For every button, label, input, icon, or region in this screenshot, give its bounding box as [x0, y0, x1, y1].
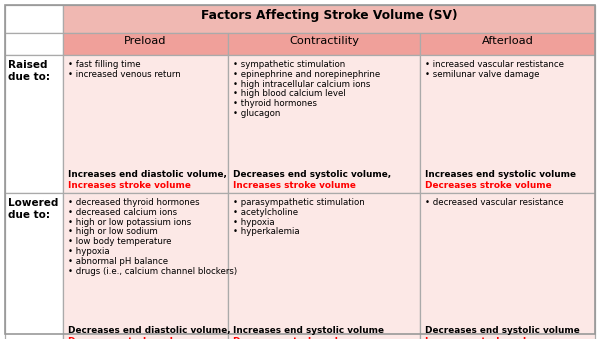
- Text: Decreases stroke volume: Decreases stroke volume: [425, 181, 551, 190]
- Text: Increases end systolic volume: Increases end systolic volume: [425, 170, 576, 179]
- Text: • abnormal pH balance: • abnormal pH balance: [68, 257, 168, 266]
- Text: • semilunar valve damage: • semilunar valve damage: [425, 70, 539, 79]
- Text: Raised
due to:: Raised due to:: [8, 60, 50, 82]
- Text: • low body temperature: • low body temperature: [68, 237, 172, 246]
- Text: Decreases end diastolic volume,: Decreases end diastolic volume,: [68, 326, 230, 335]
- Text: • decreased vascular resistance: • decreased vascular resistance: [425, 198, 563, 207]
- Bar: [5, 33, 63, 55]
- Text: • hypoxia: • hypoxia: [68, 247, 110, 256]
- Text: • hypoxia: • hypoxia: [233, 218, 275, 226]
- Text: Increases stroke volume: Increases stroke volume: [68, 181, 191, 190]
- Text: • hyperkalemia: • hyperkalemia: [233, 227, 299, 236]
- Text: • glucagon: • glucagon: [233, 109, 280, 118]
- Text: Decreases end systolic volume,: Decreases end systolic volume,: [233, 170, 391, 179]
- Text: • high intracellular calcium ions: • high intracellular calcium ions: [233, 80, 370, 88]
- Text: • epinephrine and norepinephrine: • epinephrine and norepinephrine: [233, 70, 380, 79]
- Text: Decreases end systolic volume: Decreases end systolic volume: [425, 326, 580, 335]
- Bar: [63, 193, 228, 339]
- Text: • decreased thyroid hormones: • decreased thyroid hormones: [68, 198, 200, 207]
- Text: • parasympathetic stimulation: • parasympathetic stimulation: [233, 198, 365, 207]
- Text: Contractility: Contractility: [289, 36, 359, 46]
- Text: • increased venous return: • increased venous return: [68, 70, 181, 79]
- Text: Decreases stroke volume: Decreases stroke volume: [68, 337, 194, 339]
- Bar: [420, 33, 595, 55]
- Text: • fast filling time: • fast filling time: [68, 60, 140, 69]
- Bar: [5, 55, 63, 193]
- Text: Afterload: Afterload: [482, 36, 533, 46]
- Bar: [5, 5, 63, 33]
- Text: Increases end diastolic volume,: Increases end diastolic volume,: [68, 170, 227, 179]
- Text: • increased vascular restistance: • increased vascular restistance: [425, 60, 564, 69]
- Text: • thyroid hormones: • thyroid hormones: [233, 99, 317, 108]
- Text: • acetylcholine: • acetylcholine: [233, 208, 298, 217]
- Bar: [420, 55, 595, 193]
- Text: Lowered
due to:: Lowered due to:: [8, 198, 58, 220]
- Bar: [5, 193, 63, 339]
- Bar: [228, 193, 420, 339]
- Text: Factors Affecting Stroke Volume (SV): Factors Affecting Stroke Volume (SV): [201, 8, 457, 21]
- Text: • high or low sodium: • high or low sodium: [68, 227, 158, 236]
- Bar: [63, 5, 595, 33]
- Bar: [228, 55, 420, 193]
- Text: • drugs (i.e., calcium channel blockers): • drugs (i.e., calcium channel blockers): [68, 266, 237, 276]
- Text: • decreased calcium ions: • decreased calcium ions: [68, 208, 177, 217]
- Text: Increases stroke volume: Increases stroke volume: [425, 337, 548, 339]
- Bar: [420, 193, 595, 339]
- Text: • high blood calcium level: • high blood calcium level: [233, 89, 346, 98]
- Bar: [63, 33, 228, 55]
- Text: Decreases stroke volume: Decreases stroke volume: [233, 337, 359, 339]
- Bar: [228, 33, 420, 55]
- Text: Increases stroke volume: Increases stroke volume: [233, 181, 356, 190]
- Text: Increases end systolic volume: Increases end systolic volume: [233, 326, 384, 335]
- Text: Preload: Preload: [124, 36, 167, 46]
- Text: • sympathetic stimulation: • sympathetic stimulation: [233, 60, 345, 69]
- Text: • high or low potassium ions: • high or low potassium ions: [68, 218, 191, 226]
- Bar: [63, 55, 228, 193]
